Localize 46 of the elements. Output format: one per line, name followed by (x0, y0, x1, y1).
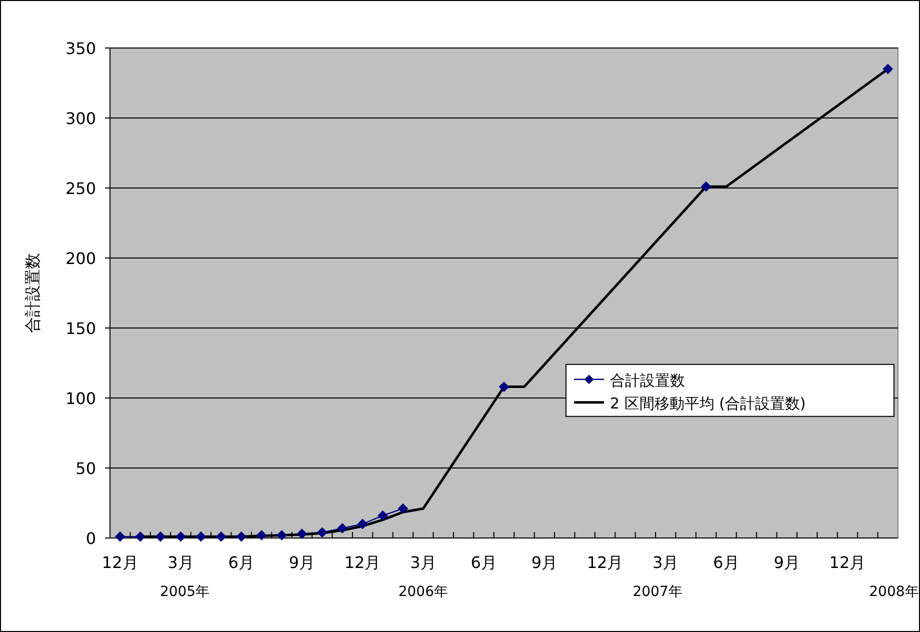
point (398, 504, 408, 514)
y-tick-label: 350 (65, 39, 96, 58)
x-tick-label: 3月 (652, 553, 679, 572)
point (296, 528, 307, 539)
point (499, 382, 509, 392)
point (176, 532, 186, 542)
x-tick-label: 3月 (168, 553, 194, 572)
text: 2008年 (869, 584, 919, 600)
x-tick-label: 6月 (713, 553, 740, 572)
point (156, 532, 166, 542)
x-tick-label: 9月 (531, 553, 558, 572)
point (337, 523, 348, 534)
x-tick-label: 12月 (829, 553, 866, 572)
point (135, 532, 146, 542)
y-tick-label: 150 (65, 319, 96, 338)
point (256, 530, 267, 540)
text: 2007年 (632, 584, 682, 600)
point (378, 510, 388, 521)
legend-label: 合計設置数 (610, 371, 685, 390)
point (276, 530, 287, 540)
point (882, 64, 893, 74)
x-tick-label: 12月 (102, 553, 138, 572)
x-tick-label: 3月 (410, 553, 436, 572)
x-tick-label: 6月 (470, 553, 497, 572)
x-tick-label: 9月 (288, 553, 316, 572)
x-tick-label: 12月 (344, 553, 381, 572)
point (216, 532, 226, 542)
legend-label: 2 区間移動平均 (合計設置数) (610, 394, 806, 412)
y-tick-label: 50 (76, 459, 96, 478)
text: 2005年 (160, 584, 210, 600)
y-tick-label: 0 (86, 529, 96, 548)
x-tick-label: 12月 (586, 553, 624, 572)
point (317, 527, 328, 538)
point (236, 532, 246, 542)
x-tick-label: 6月 (228, 553, 254, 572)
y-tick-label: 200 (65, 249, 96, 268)
point (115, 532, 126, 542)
text: 2006年 (398, 584, 448, 600)
y-axis-title: 合計設置数 (23, 253, 42, 333)
point (358, 519, 368, 529)
y-tick-label: 300 (65, 109, 96, 128)
point (196, 532, 206, 542)
x-tick-label: 9月 (774, 553, 800, 572)
y-tick-label: 250 (65, 179, 96, 198)
y-tick-label: 100 (65, 389, 96, 408)
point (701, 182, 712, 192)
